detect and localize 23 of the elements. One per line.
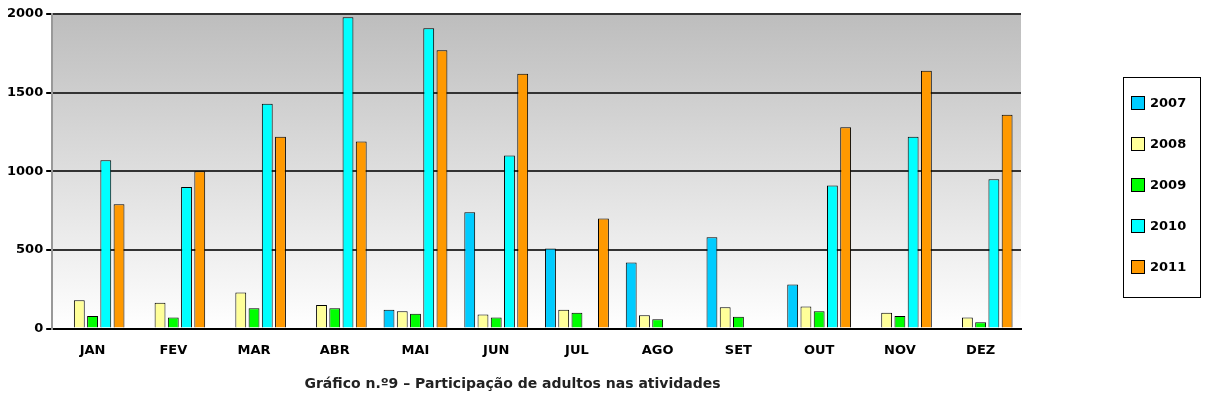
x-tick-label: JUN bbox=[482, 341, 510, 357]
x-tick-label: ABR bbox=[319, 341, 350, 357]
y-tick-label: 1500 bbox=[6, 84, 44, 100]
legend-label: 2007 bbox=[1150, 95, 1187, 110]
x-tick-label: JUL bbox=[564, 341, 589, 357]
x-tick-label: SET bbox=[724, 341, 753, 357]
x-tick-label: MAI bbox=[401, 341, 430, 357]
y-tick-label: 2000 bbox=[6, 5, 44, 21]
legend-label: 2010 bbox=[1150, 218, 1187, 233]
x-tick-label: MAR bbox=[237, 341, 271, 357]
x-tick-label: OUT bbox=[803, 341, 835, 357]
x-tick-label: DEZ bbox=[966, 341, 996, 357]
x-tick-label: NOV bbox=[884, 341, 916, 357]
legend-label: 2009 bbox=[1150, 177, 1187, 192]
legend-label: 2008 bbox=[1150, 136, 1187, 151]
y-tick-label: 0 bbox=[34, 319, 44, 335]
text: Gráfico n.º9 – Participação de adultos nas atividades bbox=[304, 375, 721, 392]
x-tick-label: AGO bbox=[641, 341, 674, 357]
legend-label: 2011 bbox=[1150, 259, 1187, 274]
x-tick-label: JAN bbox=[78, 341, 106, 357]
y-tick-label: 1000 bbox=[6, 162, 44, 178]
y-tick-label: 500 bbox=[16, 241, 44, 257]
x-tick-label: FEV bbox=[159, 341, 188, 357]
